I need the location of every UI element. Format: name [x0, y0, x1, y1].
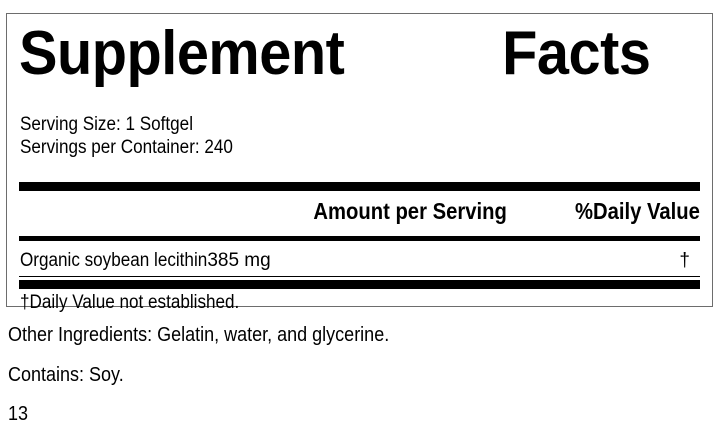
supplement-facts-panel: Supplement Facts Serving Size: 1 Softgel…: [6, 13, 713, 313]
ingredient-name: Organic soybean lecithin: [20, 250, 208, 271]
daily-value-footnote: †Daily Value not established.: [20, 292, 240, 313]
page-title: Supplement Facts: [19, 18, 652, 90]
other-ingredients-text: Other Ingredients: Gelatin, water, and g…: [8, 324, 390, 346]
rule-thick-top: [19, 182, 700, 191]
page-number: 13: [8, 403, 29, 425]
title-word-facts: Facts: [502, 19, 651, 88]
column-header-row: Amount per Serving %Daily Value: [19, 198, 700, 224]
ingredient-amount: 385 mg: [207, 250, 271, 271]
serving-size-text: Serving Size: 1 Softgel: [20, 114, 193, 135]
rule-medium-under-headers: [19, 236, 700, 241]
column-header-daily-value: %Daily Value: [575, 198, 700, 224]
servings-per-container-text: Servings per Container: 240: [20, 137, 233, 158]
column-header-amount-per-serving: Amount per Serving: [313, 198, 507, 224]
rule-hairline-under-row: [19, 276, 700, 277]
ingredient-daily-value: †: [679, 250, 690, 271]
title-word-supplement: Supplement: [19, 19, 345, 88]
contains-allergen-text: Contains: Soy.: [8, 364, 124, 386]
table-row: Organic soybean lecithin 385 mg †: [19, 248, 700, 274]
rule-thick-bottom: [19, 280, 700, 289]
